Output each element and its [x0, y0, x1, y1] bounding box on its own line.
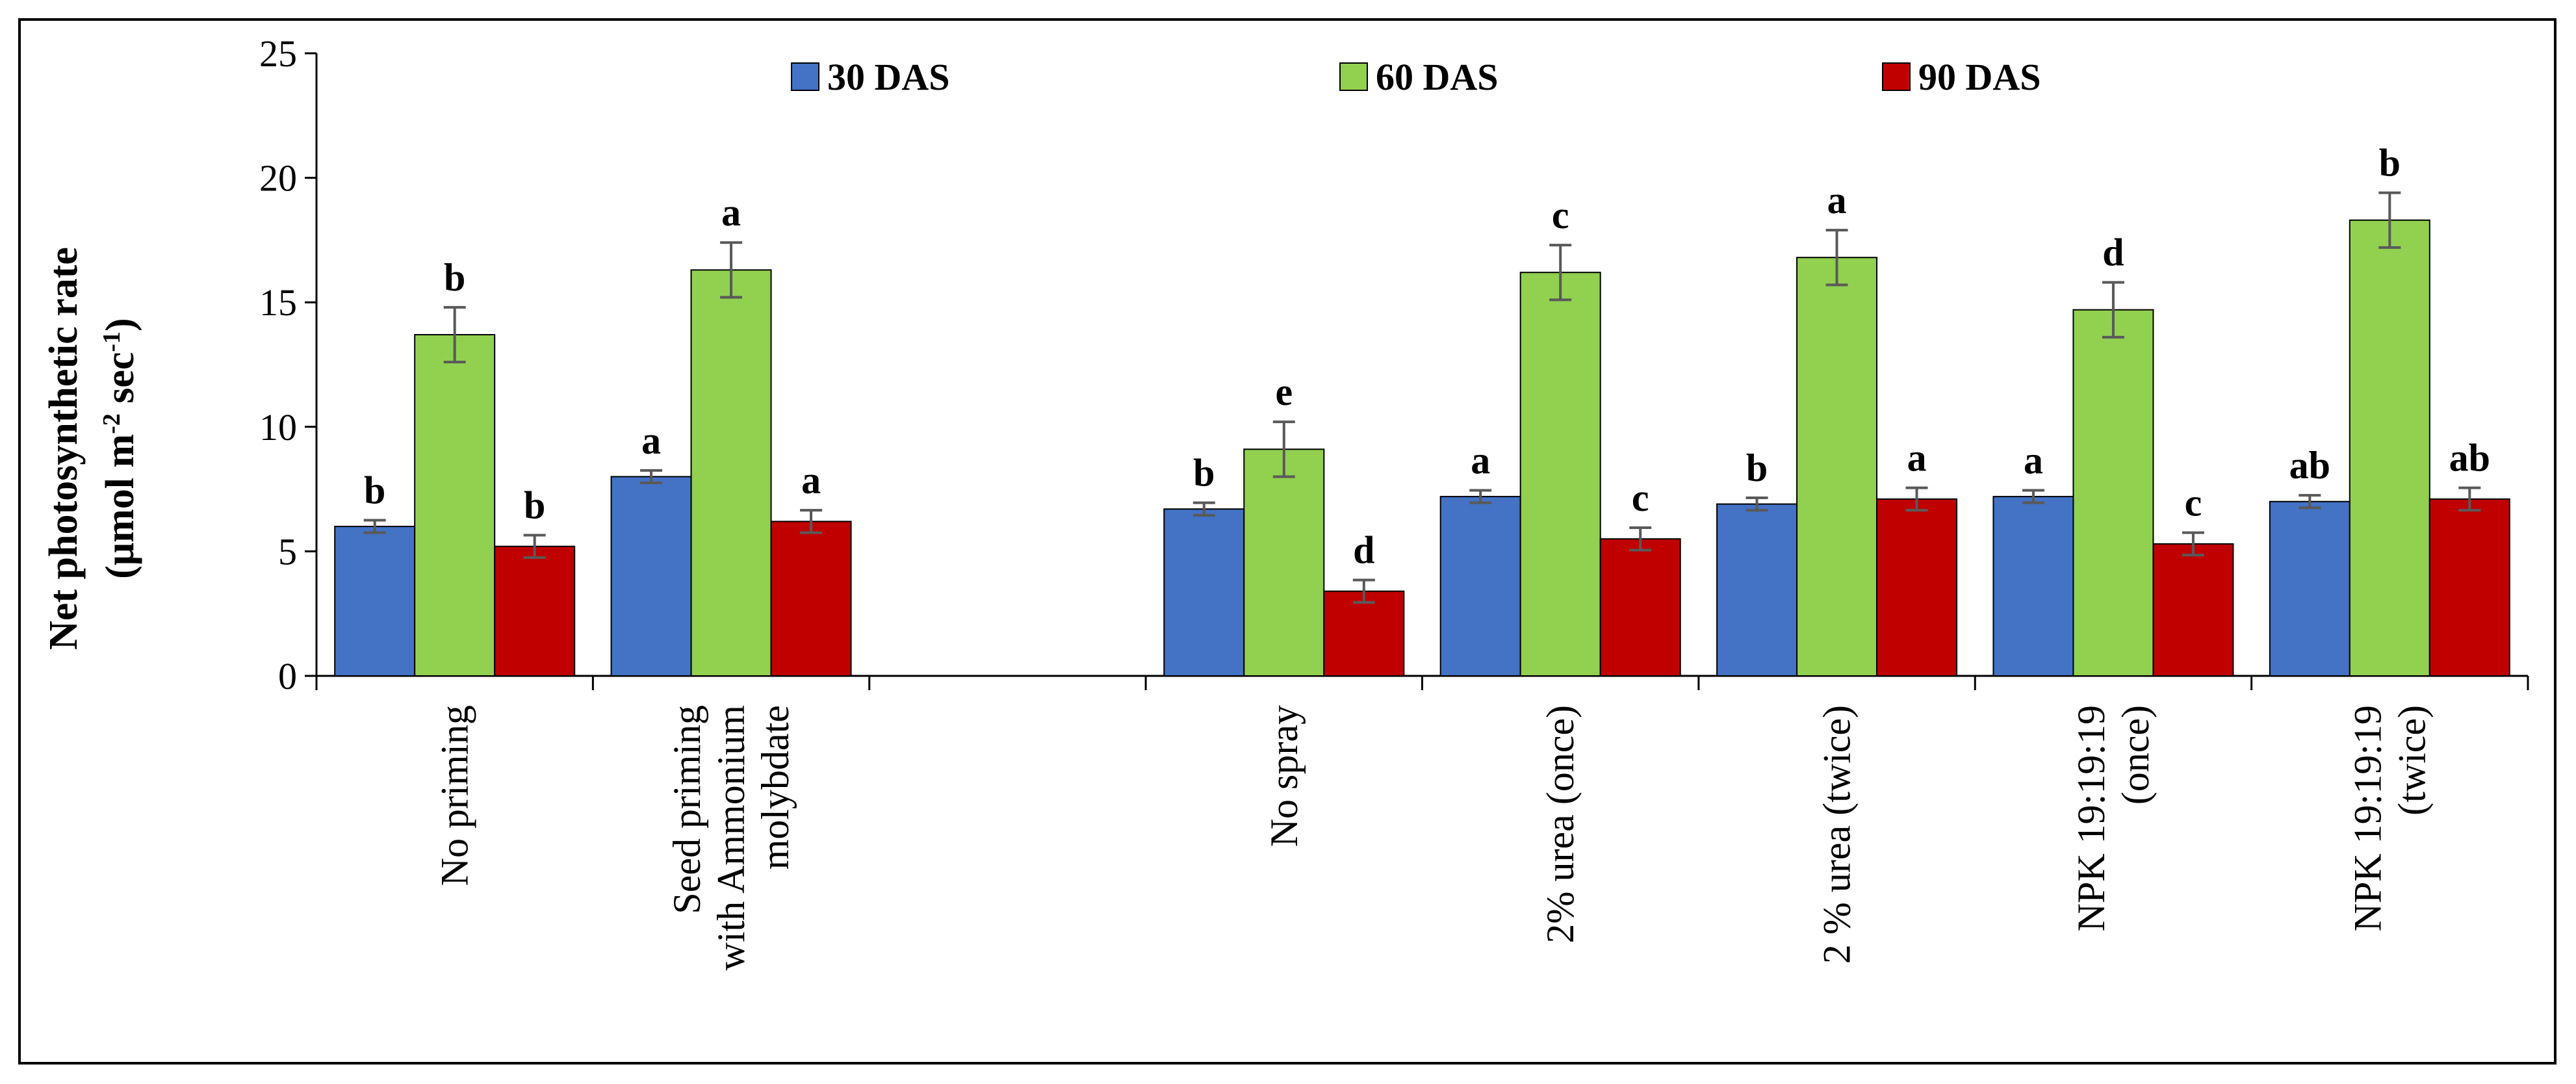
bar — [334, 526, 416, 677]
significance-letter: a — [2024, 439, 2043, 482]
y-tick-label: 10 — [259, 406, 297, 448]
significance-letter: e — [1275, 370, 1293, 413]
significance-letter: b — [1193, 452, 1215, 495]
significance-letter: c — [1552, 194, 1569, 237]
significance-letter: c — [1632, 476, 1649, 519]
x-tick-label: NPK 19:19:19 — [2070, 705, 2113, 931]
x-tick-label: No priming — [433, 705, 476, 886]
x-tick-label: 2 % urea (twice) — [1816, 705, 1859, 964]
significance-letter: b — [364, 469, 385, 512]
significance-letter: c — [2185, 482, 2202, 524]
significance-letter: ab — [2449, 437, 2490, 480]
legend-label: 60 DAS — [1376, 56, 1499, 98]
bar — [2269, 500, 2351, 677]
significance-letter: a — [801, 459, 821, 502]
bar — [610, 476, 692, 677]
bar — [1796, 257, 1878, 677]
bar — [1243, 448, 1325, 677]
significance-letter: a — [1907, 437, 1927, 480]
bar — [1599, 538, 1681, 677]
bar — [1323, 590, 1405, 677]
significance-letter: d — [2102, 231, 2124, 274]
significance-letter: b — [444, 256, 465, 299]
significance-letter: a — [721, 191, 741, 234]
x-tick-label: Seed priming — [665, 705, 708, 914]
y-tick-label: 0 — [278, 655, 297, 697]
significance-letter: b — [1746, 446, 1768, 489]
error-bars — [363, 191, 2481, 604]
bar — [2428, 498, 2510, 677]
bar — [1519, 272, 1601, 677]
significance-letter: b — [524, 484, 545, 526]
bar — [2152, 543, 2234, 677]
bar — [1716, 503, 1798, 677]
x-tick-label: with Ammonium — [710, 705, 753, 970]
y-axis-title: Net photosynthetic rate (μmol m-2 sec-1) — [42, 247, 142, 650]
bars — [334, 219, 2510, 677]
bar — [1163, 508, 1245, 677]
x-tick-label: (once) — [2114, 705, 2157, 805]
x-tick-labels: No priming Seed priming with Ammonium molyb… — [433, 705, 2434, 970]
x-tick-label: (twice) — [2390, 705, 2433, 816]
significance-letter: b — [2379, 142, 2401, 185]
x-tick-label: NPK 19:19:19 — [2346, 705, 2389, 931]
bar — [494, 545, 576, 677]
y-tick-label: 15 — [259, 281, 297, 324]
bar — [690, 269, 772, 677]
x-tick-label: 2% urea (once) — [1539, 705, 1582, 943]
bar — [2072, 309, 2154, 677]
bar — [770, 521, 852, 677]
bar — [1992, 496, 2074, 677]
significance-letter: a — [1471, 439, 1490, 482]
bar — [1439, 496, 1521, 677]
legend-swatch — [1882, 62, 1911, 91]
legend-label: 30 DAS — [827, 56, 950, 98]
y-tick-label: 20 — [259, 157, 297, 200]
bar — [414, 334, 496, 677]
y-axis-title-line-2: (μmol m-2 sec-1) — [98, 318, 142, 578]
y-axis: 0 5 10 15 20 25 — [259, 32, 318, 697]
bar — [2349, 219, 2430, 677]
bar — [1876, 498, 1958, 677]
y-tick-label: 5 — [278, 530, 297, 573]
x-tick-label: No spray — [1263, 705, 1306, 847]
legend-swatch — [791, 62, 819, 91]
x-tick-label: molybdate — [754, 705, 797, 870]
legend-swatch — [1339, 62, 1368, 91]
significance-letter: ab — [2289, 444, 2330, 487]
y-axis-title-line-1: Net photosynthetic rate — [42, 247, 86, 650]
significance-letter: a — [1827, 179, 1847, 222]
significance-letter: a — [641, 419, 661, 462]
significance-letter: d — [1353, 528, 1374, 571]
x-axis — [315, 675, 2529, 690]
y-tick-label: 25 — [259, 32, 297, 75]
legend-label: 90 DAS — [1918, 56, 2041, 98]
legend: 30 DAS 60 DAS 90 DAS — [791, 56, 2041, 98]
